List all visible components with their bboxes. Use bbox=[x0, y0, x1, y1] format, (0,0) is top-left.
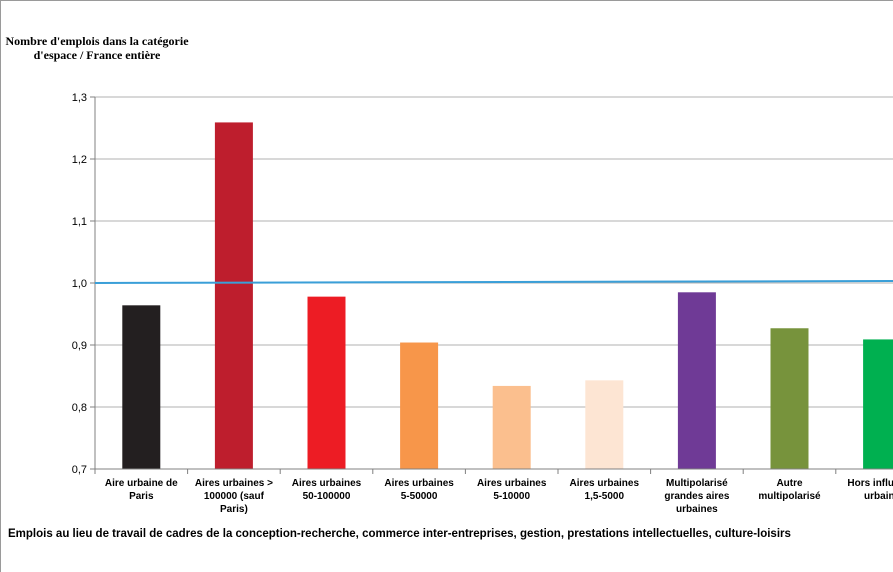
reference-line bbox=[94, 280, 893, 284]
y-axis-label: Nombre d'emplois dans la catégorie d'esp… bbox=[5, 34, 189, 62]
x-category-label: Aire urbaine de Paris bbox=[105, 478, 178, 502]
chart-caption: Emplois au lieu de travail de cadres de … bbox=[8, 528, 791, 540]
bar bbox=[307, 296, 346, 469]
x-category-label: Aires urbaines 5-50000 bbox=[384, 478, 454, 502]
y-axis-ticks: 0,7 0,8 0,9 1,0 1,1 1,2 1,3 bbox=[72, 92, 95, 476]
bar bbox=[863, 339, 893, 469]
bar bbox=[677, 292, 716, 469]
y-tick-label: 0,7 bbox=[72, 464, 87, 476]
y-tick-label: 1,2 bbox=[72, 154, 87, 166]
y-tick-label: 1,1 bbox=[72, 216, 87, 228]
y-tick-label: 1,0 bbox=[72, 278, 87, 290]
x-category-label: Hors influenceurbaine bbox=[847, 478, 893, 502]
x-category-label: Autre multipolarisé bbox=[758, 478, 821, 502]
bar bbox=[214, 122, 253, 470]
y-tick-label: 0,9 bbox=[72, 340, 87, 352]
x-category-label: Multipolarisé grandes aires urbaines bbox=[664, 478, 729, 515]
y-tick-label: 1,3 bbox=[72, 92, 87, 104]
bar bbox=[492, 385, 531, 469]
bar bbox=[400, 342, 439, 469]
x-category-label: Aires urbaines >100000 (sauf Paris) bbox=[195, 478, 273, 515]
x-axis-categories: Aire urbaine de Paris Aires urbaines >1000… bbox=[105, 478, 893, 515]
bar bbox=[122, 305, 161, 469]
reference-line-group bbox=[94, 280, 893, 284]
x-category-label: Aires urbaines 50-100000 bbox=[292, 478, 362, 502]
x-category-label: Aires urbaines 5-10000 bbox=[477, 478, 547, 502]
bars bbox=[122, 122, 893, 470]
bar bbox=[770, 328, 809, 469]
x-category-label: Aires urbaines 1,5-5000 bbox=[570, 478, 640, 502]
bar bbox=[585, 380, 624, 469]
y-tick-label: 0,8 bbox=[72, 402, 87, 414]
